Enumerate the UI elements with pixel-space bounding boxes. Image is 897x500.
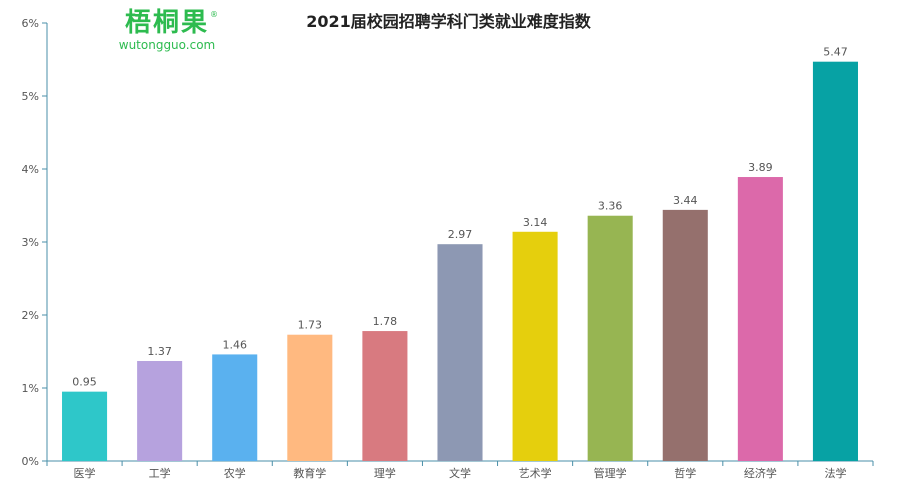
- bar-value-label: 3.44: [673, 194, 698, 207]
- y-tick-label: 5%: [22, 90, 39, 103]
- bar: [812, 61, 858, 461]
- bar: [137, 360, 183, 461]
- bar-value-label: 5.47: [823, 46, 848, 59]
- bar: [512, 231, 558, 461]
- logo-domain: wutongguo.com: [118, 38, 216, 52]
- bar: [737, 177, 783, 461]
- x-tick-label: 文学: [449, 466, 471, 480]
- bar: [662, 209, 708, 461]
- x-tick-label: 工学: [149, 466, 171, 480]
- bar-value-label: 1.46: [222, 338, 247, 351]
- x-tick-label: 理学: [374, 466, 396, 480]
- x-tick-label: 医学: [74, 466, 96, 480]
- bar: [212, 354, 258, 461]
- bar-value-label: 1.78: [373, 315, 398, 328]
- bar: [587, 215, 633, 461]
- bar-value-label: 3.14: [523, 216, 548, 229]
- x-tick-label: 经济学: [744, 466, 777, 480]
- chart-title: 2021届校园招聘学科门类就业难度指数: [306, 12, 591, 31]
- bar: [287, 334, 333, 461]
- bar: [437, 244, 483, 461]
- y-tick-label: 6%: [22, 17, 39, 30]
- x-tick-label: 艺术学: [519, 466, 552, 480]
- bar: [362, 331, 408, 461]
- x-tick-label: 农学: [224, 466, 246, 480]
- y-tick-label: 2%: [22, 309, 39, 322]
- y-tick-label: 3%: [22, 236, 39, 249]
- bar: [62, 391, 108, 461]
- bar-value-label: 2.97: [448, 228, 473, 241]
- x-tick-label: 法学: [824, 466, 846, 480]
- bar-value-label: 3.36: [598, 200, 623, 213]
- x-tick-label: 哲学: [674, 466, 696, 480]
- bar-value-label: 1.37: [147, 345, 172, 358]
- logo-name: 梧桐果: [124, 8, 209, 38]
- x-tick-label: 教育学: [293, 466, 326, 480]
- y-tick-label: 4%: [22, 163, 39, 176]
- bar-value-label: 3.89: [748, 161, 773, 174]
- x-tick-label: 管理学: [594, 466, 627, 480]
- y-tick-label: 0%: [22, 455, 39, 468]
- bar-value-label: 1.73: [298, 319, 323, 332]
- y-tick-label: 1%: [22, 382, 39, 395]
- logo: 梧桐果 ® wutongguo.com: [112, 8, 222, 52]
- logo-registered-mark: ®: [210, 10, 218, 19]
- bar-value-label: 0.95: [72, 376, 97, 389]
